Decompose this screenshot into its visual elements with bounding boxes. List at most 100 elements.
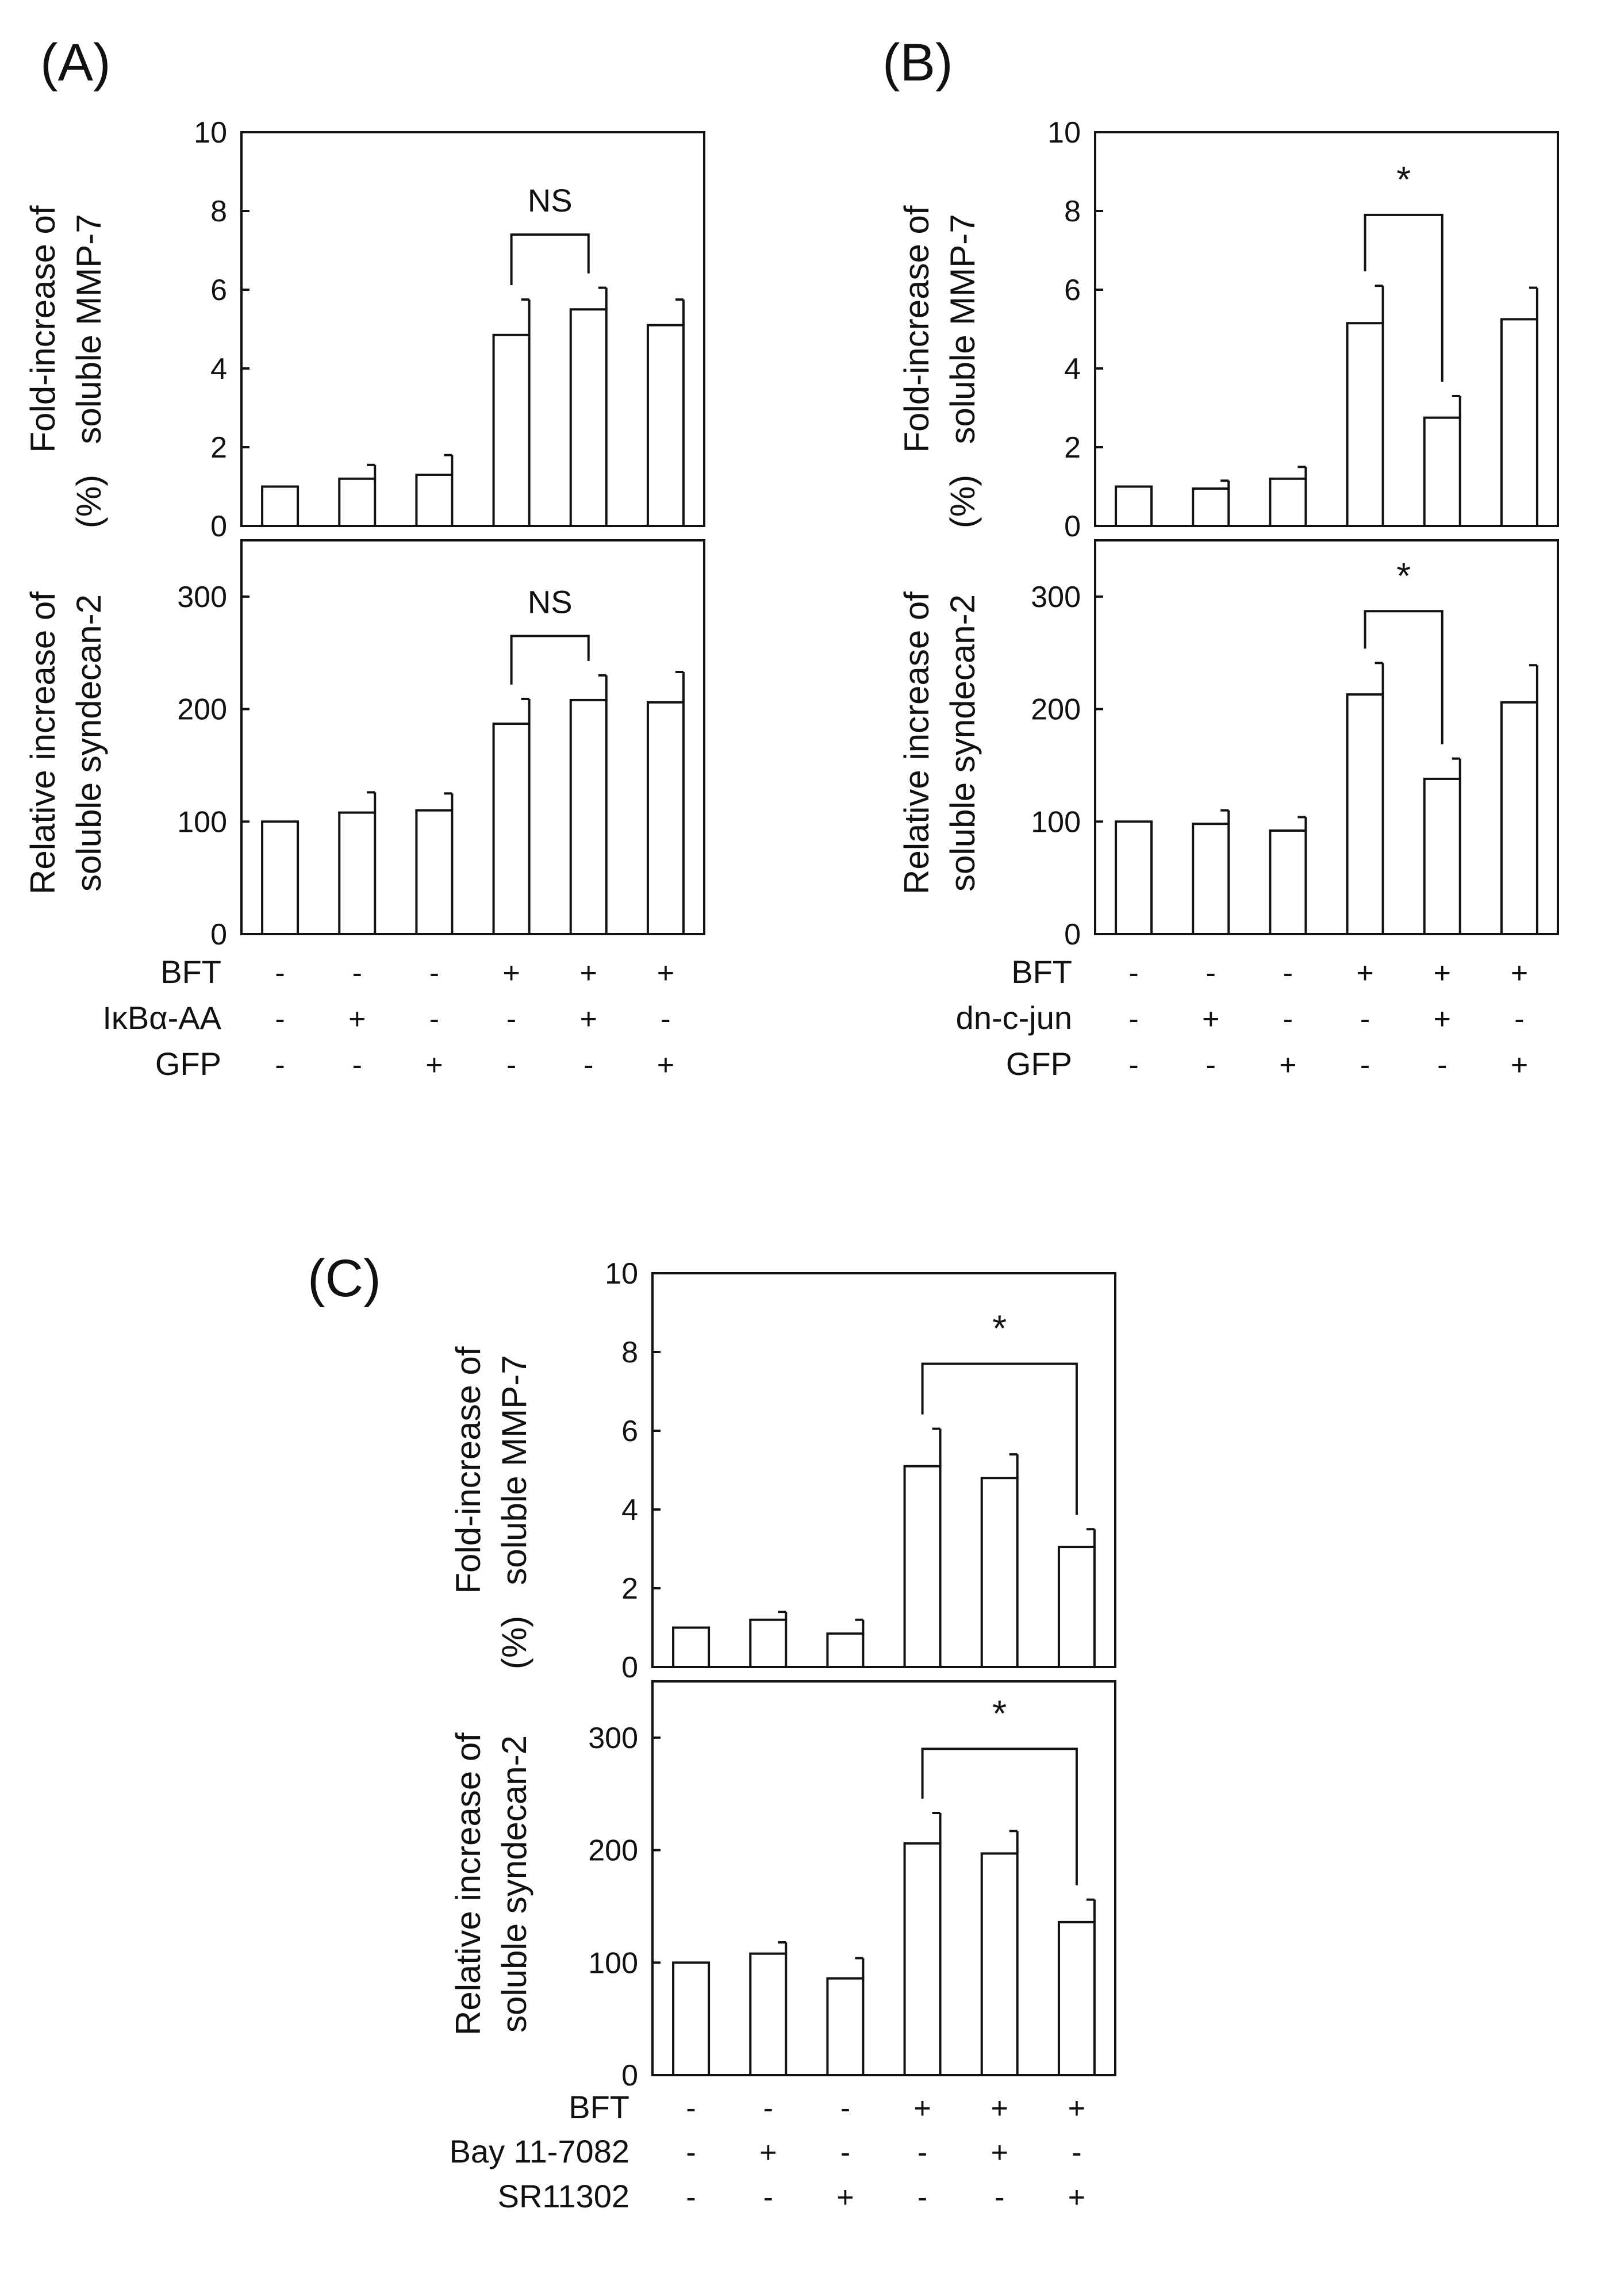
bar [672,1626,711,1668]
treatment-symbol: + [1068,2181,1085,2214]
y-tick-label: 8 [210,195,227,228]
bar [1346,693,1384,935]
treatment-symbol: - [583,1048,593,1082]
y-tick-label: 0 [1064,510,1081,543]
y-axis-label: Fold-increase of soluble MMP-7 [897,205,982,453]
treatment-symbol: - [1514,1003,1524,1036]
treatment-symbol: + [1068,2092,1085,2125]
treatment-symbol: + [657,1048,674,1082]
treatment-symbol: + [1356,957,1373,990]
bar [338,811,377,935]
treatment-symbol: - [1360,1003,1370,1036]
treatment-symbol: + [991,2092,1008,2125]
treatment-symbol: - [763,2092,773,2125]
y-axis-label-line: soluble syndecan-2 [70,594,108,892]
y-axis-label: Fold-increase of soluble MMP-7 [449,1346,533,1594]
bar [749,1618,788,1669]
y-axis-label: Relative increase of soluble syndecan-2 (%… [24,475,108,894]
significance-label: NS [528,583,573,620]
y-axis-label: Fold-increase of soluble MMP-7 [24,205,108,453]
y-axis-label-line: Relative increase of [897,591,936,894]
treatment-symbol: - [686,2181,696,2214]
treatment-label: SR11302 [498,2178,629,2214]
y-axis-label-line: Relative increase of [24,591,62,894]
treatment-symbol: - [917,2181,927,2214]
treatment-symbol: - [1128,957,1138,990]
bar [1115,485,1153,527]
y-axis-label-line: soluble MMP-7 [943,214,982,444]
y-tick-label: 200 [1031,693,1081,727]
significance-bracket [921,1747,1078,1885]
treatment-symbol: - [840,2136,850,2169]
y-tick-label: 4 [1064,352,1081,386]
treatment-symbol: - [506,1003,516,1036]
treatment-label: Bay 11-7082 [450,2133,629,2169]
significance-label: NS [528,182,573,218]
treatment-symbol: - [917,2136,927,2169]
bar [1115,820,1153,936]
bar [1269,477,1307,527]
treatment-symbol: + [759,2136,777,2169]
y-tick-label: 4 [621,1493,638,1527]
bar [1057,1546,1096,1668]
bar [646,701,685,936]
bar [569,698,608,936]
y-axis-unit: (%) [943,475,982,528]
treatment-symbol: - [275,1048,285,1082]
y-axis-label-line: Fold-increase of [897,205,936,453]
treatment-symbol: + [1511,1048,1528,1082]
y-tick-label: 100 [588,1946,638,1980]
bar [1346,322,1384,527]
y-axis-label-line: Fold-increase of [449,1346,487,1594]
y-tick-label: 2 [210,431,227,464]
y-tick-label: 2 [621,1572,638,1605]
treatment-symbol: - [429,1003,439,1036]
panel-letter: (A) [40,33,111,92]
y-axis-label-line: soluble MMP-7 [495,1355,533,1585]
y-tick-label: 200 [588,1834,638,1868]
y-tick-label: 6 [210,274,227,307]
y-tick-label: 0 [210,510,227,543]
bar [646,324,685,528]
treatment-symbol: - [995,2181,1004,2214]
y-axis-label-line: soluble syndecan-2 [495,1735,533,2033]
treatment-symbol: + [348,1003,366,1036]
treatment-symbol: + [1279,1048,1296,1082]
treatment-symbol: + [1434,1003,1451,1036]
treatment-symbol: + [580,1003,597,1036]
treatment-label: GFP [155,1046,221,1082]
y-tick-label: 10 [1047,116,1081,149]
y-axis-label: Relative increase of soluble syndecan-2 (%… [449,1616,533,2035]
y-tick-label: 100 [177,805,227,839]
y-tick-label: 4 [210,352,227,386]
treatment-symbol: - [1360,1048,1370,1082]
y-tick-label: 8 [621,1336,638,1369]
y-tick-label: 6 [621,1415,638,1448]
y-tick-label: 300 [588,1722,638,1755]
bar [261,820,300,936]
treatment-symbol: - [352,1048,362,1082]
treatment-symbol: - [352,957,362,990]
plot-frame [240,539,705,935]
panel-letter: (C) [308,1249,381,1308]
y-tick-label: 300 [1031,581,1081,614]
treatment-symbol: - [840,2092,850,2125]
plot-frame [240,131,705,527]
y-tick-label: 10 [605,1257,638,1290]
treatment-symbol: + [425,1048,443,1082]
bar [826,1632,865,1668]
y-axis-unit: (%) [70,475,108,528]
panel-letter: (B) [882,33,953,92]
bar [492,723,531,935]
treatment-label: BFT [160,954,221,990]
treatment-symbol: + [580,957,597,990]
significance-label: * [1396,555,1411,596]
y-axis-label-line: soluble syndecan-2 [943,594,982,892]
treatment-symbol: - [506,1048,516,1082]
treatment-symbol: + [1434,957,1451,990]
treatment-symbol: - [1128,1048,1138,1082]
y-tick-label: 0 [621,2059,638,2092]
bar [492,333,531,528]
treatment-symbol: + [1511,957,1528,990]
